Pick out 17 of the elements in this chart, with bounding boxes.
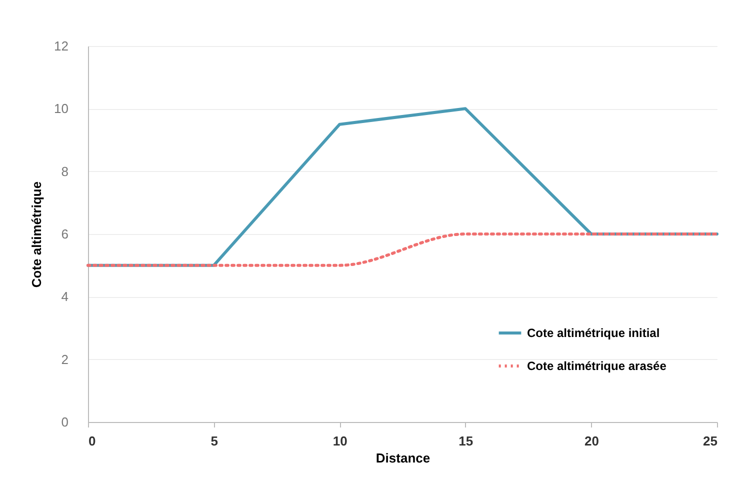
x-tick-label: 10 [332, 434, 348, 448]
y-axis-title: Cote altimétrique [29, 181, 44, 288]
y-tick-label: 2 [61, 352, 68, 367]
y-tick-label: 4 [61, 289, 68, 304]
y-tick-label: 10 [54, 101, 68, 116]
x-tick-label: 15 [458, 434, 474, 448]
x-axis-title: Distance [376, 450, 430, 466]
y-tick-label: 12 [54, 38, 68, 54]
y-tick-label: 0 [61, 414, 68, 430]
legend-label: Cote altimétrique arasée [527, 359, 667, 373]
x-tick-label: 25 [703, 434, 718, 448]
y-tick-label: 8 [61, 164, 68, 179]
x-tick-label: 20 [584, 434, 599, 448]
x-tick-label: 0 [88, 434, 96, 448]
x-tick-label: 5 [210, 434, 218, 448]
legend-label: Cote altimétrique initial [527, 326, 660, 340]
y-tick-label: 6 [61, 226, 68, 242]
